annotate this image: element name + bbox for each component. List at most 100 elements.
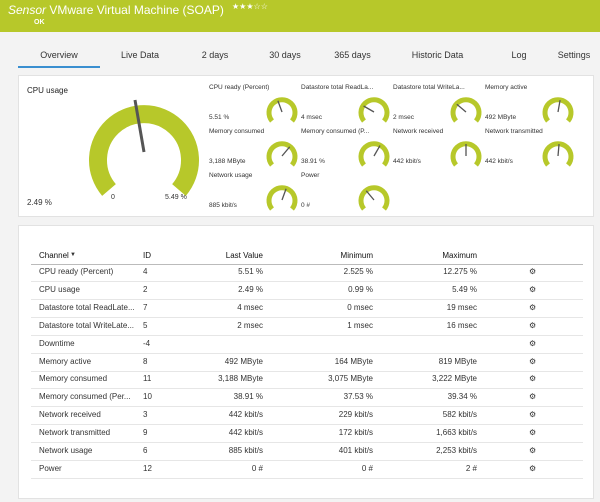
- gauge-value: 3,188 MByte: [209, 158, 246, 165]
- column-header[interactable]: Last Value: [225, 251, 263, 260]
- table-cell: Memory consumed: [39, 374, 108, 384]
- gauge-arc: [450, 141, 482, 167]
- gauge-label: Memory consumed: [209, 128, 265, 135]
- row-action[interactable]: ⚙: [529, 410, 537, 420]
- column-header[interactable]: Maximum: [442, 251, 477, 260]
- gauge-value: 38.91 %: [301, 158, 325, 165]
- row-action[interactable]: ⚙: [529, 428, 537, 438]
- row-line: [31, 388, 583, 390]
- gauge-needle: [277, 100, 283, 113]
- table-cell: 8: [143, 356, 148, 366]
- column-header[interactable]: ID: [143, 251, 151, 260]
- table-cell: CPU ready (Percent): [39, 267, 114, 276]
- stars[interactable]: ★★★☆☆: [232, 2, 268, 11]
- row-action[interactable]: ⚙: [529, 302, 537, 312]
- main-gauge-label: CPU usage: [27, 86, 68, 95]
- table-cell: 3,222 MByte: [432, 374, 477, 384]
- title-prefix: Sensor: [8, 3, 47, 17]
- table-cell: 492 MByte: [224, 356, 263, 366]
- tab[interactable]: 30 days: [269, 50, 301, 60]
- table-cell: 0.99 %: [348, 284, 373, 294]
- gauge-arc: [358, 185, 390, 211]
- row-action[interactable]: ⚙: [529, 338, 537, 348]
- row-action[interactable]: ⚙: [529, 320, 537, 330]
- table-cell: 0 #: [251, 463, 263, 473]
- gauge-needle: [281, 146, 291, 157]
- top-bar: Sensor VMware Virtual Machine (SOAP) ★★★…: [0, 0, 600, 32]
- table-cell: 5.49 %: [452, 284, 477, 294]
- table-cell: 2 #: [465, 463, 477, 473]
- gauge-label: Datastore total WriteLa...: [393, 84, 465, 91]
- table-cell: 2 msec: [237, 320, 263, 330]
- gauge-label: Power: [301, 172, 320, 179]
- gauge-needle: [133, 99, 146, 153]
- row-action[interactable]: ⚙: [529, 284, 537, 294]
- gauge-value: 2 msec: [393, 114, 414, 121]
- gauge-label: Datastore total ReadLa...: [301, 84, 374, 91]
- gauge-label: CPU ready (Percent): [209, 84, 270, 91]
- tab[interactable]: 365 days: [334, 50, 371, 60]
- table-cell: 442 kbit/s: [228, 428, 263, 438]
- table-cell: 9: [143, 428, 148, 438]
- table-cell: 4: [143, 267, 148, 276]
- gauge-value: 4 msec: [301, 114, 322, 121]
- gauge-label: Network received: [393, 128, 444, 135]
- table-cell: 401 kbit/s: [338, 446, 373, 455]
- row-line: [31, 352, 583, 354]
- table-cell: 3: [143, 410, 148, 420]
- table-cell: 172 kbit/s: [338, 428, 373, 438]
- gauge-arc: [266, 97, 298, 123]
- table-cell: 3,075 MByte: [328, 374, 373, 384]
- header-line: [31, 264, 583, 265]
- table-cell: 11: [143, 374, 152, 384]
- tab[interactable]: Settings: [557, 50, 591, 60]
- table-cell: 2.49 %: [238, 284, 263, 294]
- table-cell: 1,663 kbit/s: [436, 428, 477, 438]
- column-header[interactable]: Channel: [39, 251, 69, 260]
- row-action[interactable]: ⚙: [529, 446, 537, 455]
- tab[interactable]: Log: [511, 50, 527, 60]
- row-action[interactable]: ⚙: [529, 463, 537, 473]
- gauge-arc: [542, 141, 574, 167]
- row-line: [31, 460, 583, 461]
- table-cell: Network received: [39, 410, 101, 420]
- gauge-value: 0 #: [301, 202, 311, 209]
- row-line: [31, 442, 583, 444]
- gauge-arc: [358, 97, 390, 123]
- table-cell: 3,188 MByte: [218, 374, 263, 384]
- table-cell: 582 kbit/s: [442, 410, 477, 420]
- status: OK: [34, 19, 45, 26]
- tab[interactable]: Historic Data: [411, 50, 464, 60]
- gauge: [542, 141, 574, 167]
- table-cell: 4 msec: [237, 302, 263, 312]
- row-line: [31, 316, 583, 318]
- table-cell: CPU usage: [39, 284, 80, 294]
- table-cell: 0 #: [361, 463, 373, 473]
- table-cell: 819 MByte: [438, 356, 477, 366]
- gauge-arc: [266, 185, 298, 211]
- tab[interactable]: Overview: [18, 44, 100, 68]
- gauge-value: 885 kbit/s: [209, 202, 237, 209]
- table-cell: 5.51 %: [238, 267, 263, 276]
- gauge-arc: [89, 105, 199, 196]
- tab[interactable]: Live Data: [120, 50, 160, 60]
- table-cell: Downtime: [39, 338, 75, 348]
- table-cell: 2.525 %: [343, 267, 373, 276]
- tab[interactable]: 2 days: [201, 50, 229, 60]
- gauge-label: Memory active: [485, 84, 528, 91]
- row-action[interactable]: ⚙: [529, 356, 537, 366]
- gauge-needle: [557, 100, 561, 113]
- gauge: [358, 97, 390, 123]
- column-header[interactable]: Minimum: [340, 251, 373, 260]
- main-gauge: [89, 99, 199, 196]
- row-action[interactable]: ⚙: [529, 374, 537, 384]
- row-action[interactable]: ⚙: [529, 267, 537, 276]
- table-cell: 442 kbit/s: [228, 410, 263, 420]
- main-gauge-value: 2.49 %: [27, 198, 52, 207]
- gauge-arc: [266, 141, 298, 167]
- row-action[interactable]: ⚙: [529, 392, 537, 402]
- table-cell: Network transmitted: [39, 428, 111, 438]
- table-cell: 16 msec: [446, 320, 477, 330]
- gauge-value: 442 kbit/s: [485, 158, 513, 165]
